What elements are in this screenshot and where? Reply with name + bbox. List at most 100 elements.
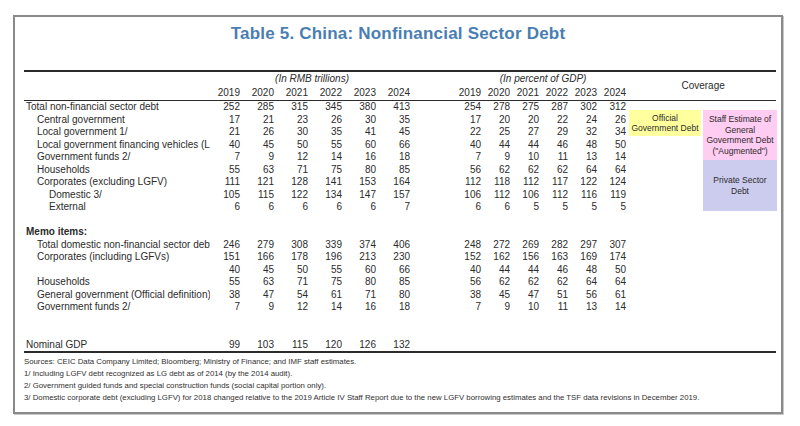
value-cell-gdp: 44 <box>485 264 514 277</box>
value-cell-gdp <box>485 338 514 353</box>
value-cell-rmb: 71 <box>346 289 380 302</box>
gap-cell <box>414 338 456 353</box>
value-cell-rmb: 14 <box>312 151 346 164</box>
value-cell-gdp: 26 <box>601 114 630 127</box>
table-title: Table 5. China: Nonfinancial Sector Debt <box>15 24 781 44</box>
footnotes: Sources: CEIC Data Company Limited; Bloo… <box>24 356 776 404</box>
value-cell-gdp: 275 <box>514 101 543 114</box>
row-label: Nominal GDP <box>24 338 210 353</box>
value-cell-rmb: 71 <box>278 276 312 289</box>
table-row: Corporates (including LGFVs)151166178196… <box>24 251 776 264</box>
value-cell-gdp: 106 <box>514 189 543 202</box>
value-cell-gdp: 112 <box>485 189 514 202</box>
value-cell-gdp: 119 <box>601 189 630 202</box>
value-cell-gdp: 278 <box>485 101 514 114</box>
gap-cell <box>414 176 456 189</box>
value-cell-rmb: 40 <box>210 139 244 152</box>
table-row: Total domestic non-financial sector debt… <box>24 239 776 252</box>
value-cell-gdp: 40 <box>456 264 485 277</box>
value-cell-gdp: 5 <box>514 201 543 214</box>
value-cell-gdp: 22 <box>456 126 485 139</box>
value-cell-gdp: 112 <box>514 176 543 189</box>
value-cell-gdp: 10 <box>514 301 543 314</box>
value-cell-rmb: 71 <box>278 164 312 177</box>
value-cell-rmb: 126 <box>346 338 380 353</box>
value-cell-gdp: 5 <box>543 201 572 214</box>
value-cell-gdp: 13 <box>572 301 601 314</box>
value-cell-gdp: 152 <box>456 251 485 264</box>
value-cell-rmb: 66 <box>380 139 414 152</box>
gap-cell <box>414 139 456 152</box>
footnote-line: 3/ Domestic corporate debt (excluding LG… <box>24 392 776 404</box>
value-cell-rmb: 132 <box>380 338 414 353</box>
value-cell-rmb: 7 <box>380 201 414 214</box>
value-cell-rmb: 308 <box>278 239 312 252</box>
value-cell-gdp: 46 <box>543 139 572 152</box>
footnote-line: 2/ Government guided funds and special c… <box>24 380 776 392</box>
table-row: Government funds 2/79121416187910111314 <box>24 301 776 314</box>
value-cell-gdp: 11 <box>543 301 572 314</box>
value-cell-rmb: 141 <box>312 176 346 189</box>
year-column-header: 2021 <box>278 86 312 101</box>
year-column-header: 2019 <box>456 86 485 101</box>
coverage-box-official-government-debt: Official Government Debt <box>629 110 701 136</box>
value-cell-gdp: 10 <box>514 151 543 164</box>
value-cell-rmb: 115 <box>244 189 278 202</box>
value-cell-gdp: 62 <box>514 276 543 289</box>
value-cell-rmb: 30 <box>346 114 380 127</box>
table-frame: Table 5. China: Nonfinancial Sector Debt… <box>13 15 783 414</box>
value-cell-gdp: 307 <box>601 239 630 252</box>
footnote-line: Sources: CEIC Data Company Limited; Bloo… <box>24 356 776 368</box>
table-header: (In RMB trillions) (In percent of GDP) C… <box>24 71 776 101</box>
value-cell-rmb: 345 <box>312 101 346 114</box>
value-cell-gdp: 56 <box>572 289 601 302</box>
value-cell-gdp: 14 <box>601 151 630 164</box>
blank-cell <box>24 71 210 86</box>
value-cell-gdp: 14 <box>601 301 630 314</box>
section-label: Memo items: <box>24 226 776 239</box>
coverage-cell <box>630 338 776 353</box>
value-cell-rmb: 103 <box>244 338 278 353</box>
value-cell-gdp: 302 <box>572 101 601 114</box>
value-cell-gdp: 64 <box>601 276 630 289</box>
value-cell-rmb: 80 <box>380 289 414 302</box>
row-label: Domestic 3/ <box>24 189 210 202</box>
value-cell-rmb: 120 <box>312 338 346 353</box>
row-label: Government funds 2/ <box>24 301 210 314</box>
value-cell-rmb: 61 <box>312 289 346 302</box>
table-row: 404550556066404444464850 <box>24 264 776 277</box>
value-cell-gdp: 47 <box>514 289 543 302</box>
value-cell-rmb: 18 <box>380 301 414 314</box>
value-cell-rmb: 6 <box>210 201 244 214</box>
year-column-header: 2023 <box>572 86 601 101</box>
value-cell-rmb: 122 <box>278 189 312 202</box>
value-cell-rmb: 315 <box>278 101 312 114</box>
row-label: Central government <box>24 114 210 127</box>
value-cell-rmb: 41 <box>346 126 380 139</box>
table-row: Government funds 2/79121416187910111314 <box>24 151 776 164</box>
value-cell-rmb: 80 <box>346 276 380 289</box>
spacer-row <box>24 314 776 338</box>
value-cell-rmb: 23 <box>278 114 312 127</box>
value-cell-gdp: 9 <box>485 301 514 314</box>
gap-cell <box>414 151 456 164</box>
value-cell-gdp: 48 <box>572 264 601 277</box>
value-cell-rmb: 85 <box>380 164 414 177</box>
value-cell-rmb: 9 <box>244 151 278 164</box>
value-cell-rmb: 285 <box>244 101 278 114</box>
value-cell-rmb: 17 <box>210 114 244 127</box>
value-cell-rmb: 45 <box>380 126 414 139</box>
coverage-cell <box>630 289 776 302</box>
value-cell-rmb: 230 <box>380 251 414 264</box>
value-cell-rmb: 7 <box>210 301 244 314</box>
value-cell-gdp: 32 <box>572 126 601 139</box>
blank-cell <box>24 86 210 101</box>
table-row: Local government financing vehicles (LGF… <box>24 139 776 152</box>
value-cell-rmb: 26 <box>312 114 346 127</box>
gap-cell <box>414 126 456 139</box>
value-cell-gdp: 112 <box>543 189 572 202</box>
value-cell-gdp: 287 <box>543 101 572 114</box>
value-cell-rmb: 63 <box>244 276 278 289</box>
value-cell-rmb: 35 <box>312 126 346 139</box>
value-cell-gdp: 27 <box>514 126 543 139</box>
